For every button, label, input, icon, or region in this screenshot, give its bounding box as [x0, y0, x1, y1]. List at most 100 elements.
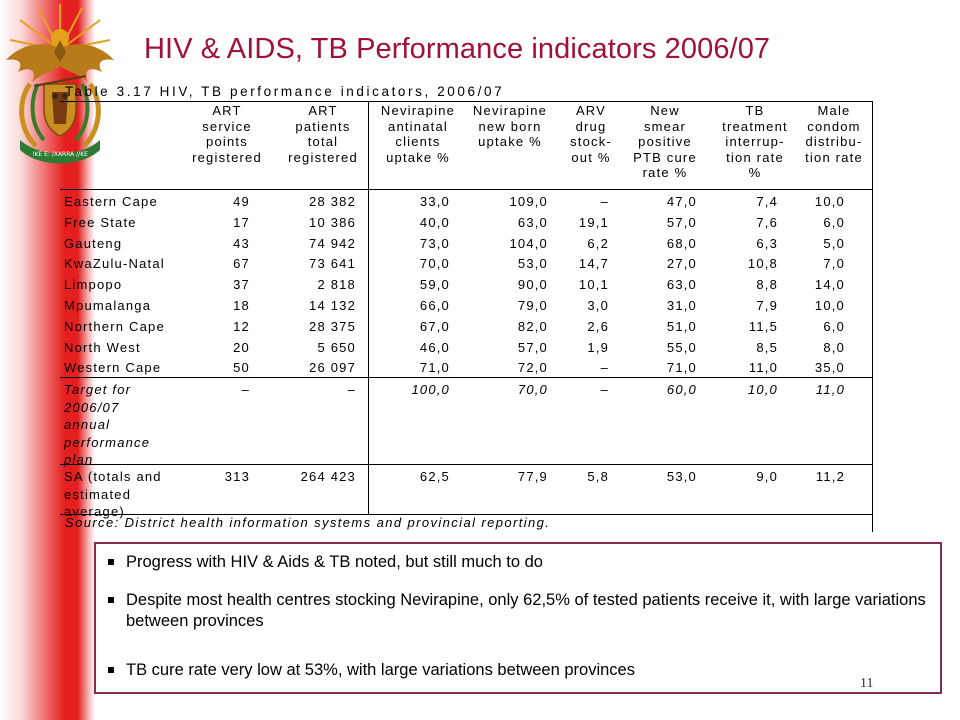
- table-cell: 2,6: [587, 318, 609, 334]
- table-cell: 7,9: [756, 298, 778, 313]
- row-label: Western Cape: [64, 360, 162, 376]
- row-label: KwaZulu-Natal: [64, 256, 165, 272]
- table-cell: 28 382: [309, 194, 356, 209]
- table-cell: 46,0: [419, 339, 450, 355]
- page-number: 11: [860, 676, 874, 691]
- note-item: TB cure rate very low at 53%, with large…: [108, 660, 930, 681]
- sa-row-label: SA (totals and estimated average): [64, 469, 162, 519]
- table-source-note: Source: District health information syst…: [65, 515, 551, 530]
- table-cell: 33,0: [419, 194, 450, 209]
- target-cell: 10,0: [747, 382, 778, 397]
- table-cell: 51,0: [666, 318, 697, 334]
- table-cell: 5 650: [317, 339, 356, 355]
- row-label: Northern Cape: [64, 318, 165, 334]
- table-cell: 20: [233, 339, 250, 355]
- table-cell: 63,0: [517, 214, 548, 230]
- table-cell: 67: [233, 256, 250, 272]
- table-cell: 90,0: [517, 277, 548, 293]
- table-caption: Table 3.17 HIV, TB performance indicator…: [65, 84, 505, 99]
- table-cell: 5,0: [823, 235, 845, 251]
- table-cell: 10,1: [578, 277, 609, 293]
- sa-cell: 62,5: [419, 469, 450, 484]
- notes-box: Progress with HIV & Aids & TB noted, but…: [94, 542, 942, 694]
- column-divider: [368, 101, 369, 514]
- table-cell: 53,0: [517, 256, 548, 272]
- table-top-border: [60, 101, 872, 102]
- table-bottom-border: [60, 514, 872, 515]
- table-cell: 12: [233, 318, 250, 334]
- target-cell: –: [241, 382, 250, 397]
- row-label: Free State: [64, 214, 137, 230]
- table-cell: 8,5: [756, 339, 778, 355]
- note-text: Despite most health centres stocking Nev…: [126, 591, 926, 630]
- table-cell: 47,0: [666, 194, 697, 209]
- table-right-border: [872, 101, 873, 532]
- performance-table: ART service points registered ART patients to…: [60, 101, 873, 532]
- bullet-square-icon: [108, 667, 114, 673]
- table-cell: 28 375: [309, 318, 356, 334]
- header-condom-distribution: Male condom distribu-tion rate: [805, 103, 863, 165]
- header-art-service-points: ART service points registered: [192, 103, 262, 165]
- table-cell: 73 641: [309, 256, 356, 272]
- table-cell: 2 818: [317, 277, 356, 293]
- table-cell: 71,0: [666, 360, 697, 376]
- table-cell: 17: [233, 214, 250, 230]
- table-cell: 19,1: [578, 214, 609, 230]
- table-cell: 43: [233, 235, 250, 251]
- sa-cell: 53,0: [666, 469, 697, 484]
- header-nevirapine-newborn: Nevirapine new born uptake %: [472, 103, 548, 149]
- table-cell: 3,0: [587, 298, 609, 313]
- target-cell: 70,0: [517, 382, 548, 397]
- note-text: Progress with HIV & Aids & TB noted, but…: [126, 553, 543, 571]
- table-cell: 7,0: [823, 256, 845, 272]
- table-cell: 6,3: [756, 235, 778, 251]
- note-item: Despite most health centres stocking Nev…: [108, 590, 930, 632]
- target-cell: 60,0: [666, 382, 697, 397]
- target-cell: –: [600, 382, 609, 397]
- table-cell: 10,0: [814, 194, 845, 209]
- table-cell: 35,0: [814, 360, 845, 376]
- table-cell: –: [600, 194, 609, 209]
- target-cell: 100,0: [411, 382, 450, 397]
- sa-divider: [60, 464, 872, 465]
- coat-of-arms-logo: !KE E: /XARRA //KE: [6, 4, 114, 164]
- table-cell: 6,2: [587, 235, 609, 251]
- table-cell: 109,0: [509, 194, 548, 209]
- table-cell: 8,0: [823, 339, 845, 355]
- table-cell: 14,7: [578, 256, 609, 272]
- table-cell: 10,8: [747, 256, 778, 272]
- row-label: Mpumalanga: [64, 298, 152, 313]
- table-cell: 67,0: [419, 318, 450, 334]
- table-cell: 57,0: [517, 339, 548, 355]
- table-cell: 40,0: [419, 214, 450, 230]
- table-cell: 14 132: [309, 298, 356, 313]
- bullet-square-icon: [108, 559, 114, 565]
- table-cell: 1,9: [587, 339, 609, 355]
- table-cell: 10 386: [309, 214, 356, 230]
- table-cell: 68,0: [666, 235, 697, 251]
- target-cell: –: [347, 382, 356, 397]
- header-arv-stockout: ARV drug stock-out %: [570, 103, 612, 165]
- header-ptb-cure-rate: New smear positive PTB cure rate %: [633, 103, 697, 180]
- sa-cell: 9,0: [756, 469, 778, 484]
- table-cell: 63,0: [666, 277, 697, 293]
- row-label: Gauteng: [64, 235, 123, 251]
- bullet-square-icon: [108, 597, 114, 603]
- row-label: Limpopo: [64, 277, 123, 293]
- table-cell: 14,0: [814, 277, 845, 293]
- header-tb-interruption: TB treatment interrup-tion rate%: [722, 103, 788, 180]
- table-cell: 82,0: [517, 318, 548, 334]
- header-art-patients: ART patients total registered: [288, 103, 358, 165]
- table-cell: 55,0: [666, 339, 697, 355]
- row-label: North West: [64, 339, 141, 355]
- table-cell: 74 942: [309, 235, 356, 251]
- sa-cell: 313: [224, 469, 250, 484]
- sa-cell: 5,8: [587, 469, 609, 484]
- sa-cell: 77,9: [517, 469, 548, 484]
- sa-cell: 11,2: [815, 469, 845, 484]
- sa-cell: 264 423: [300, 469, 356, 484]
- table-cell: 49: [233, 194, 250, 209]
- target-cell: 11,0: [815, 382, 845, 397]
- note-item: Progress with HIV & Aids & TB noted, but…: [108, 552, 930, 573]
- header-divider: [60, 189, 872, 190]
